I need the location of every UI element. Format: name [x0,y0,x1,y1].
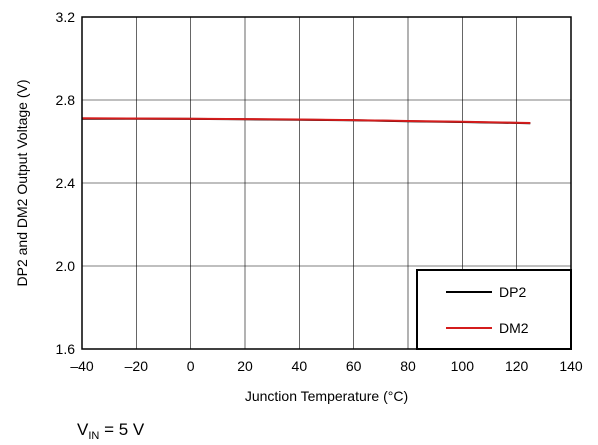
x-tick-label: 0 [187,358,195,374]
x-tick-label: 80 [400,358,416,374]
x-tick-label: 40 [292,358,308,374]
caption-suffix: = 5 V [99,420,145,439]
y-tick-label: 2.0 [56,258,76,274]
y-axis-ticks: 1.6 2.0 2.4 2.8 3.2 [56,9,76,357]
x-tick-label: 140 [559,358,583,374]
y-tick-label: 2.4 [56,175,76,191]
x-tick-label: 20 [237,358,253,374]
legend-box [416,269,572,350]
x-tick-label: 120 [505,358,529,374]
x-tick-label: 60 [346,358,362,374]
test-condition-caption: VIN = 5 V [77,420,144,442]
grid [82,17,571,349]
series-line-dm2 [81,117,531,124]
y-tick-label: 1.6 [56,341,76,357]
y-tick-label: 2.8 [56,92,76,108]
caption-subscript: IN [88,430,100,442]
x-axis-ticks: –40 –20 0 20 40 60 80 100 120 140 [70,358,583,374]
y-tick-label: 3.2 [56,9,76,25]
x-tick-label: 100 [451,358,475,374]
x-tick-label: –40 [70,358,94,374]
x-tick-label: –20 [125,358,149,374]
plot-area-frame [81,16,572,350]
series-lines [81,117,531,125]
legend-label-dm2: DM2 [499,320,529,336]
legend: DP2 DM2 [416,269,572,350]
x-axis-label: Junction Temperature (°C) [245,388,408,404]
caption-prefix: V [77,420,89,439]
legend-label-dp2: DP2 [499,284,526,300]
y-axis-label: DP2 and DM2 Output Voltage (V) [14,80,30,287]
